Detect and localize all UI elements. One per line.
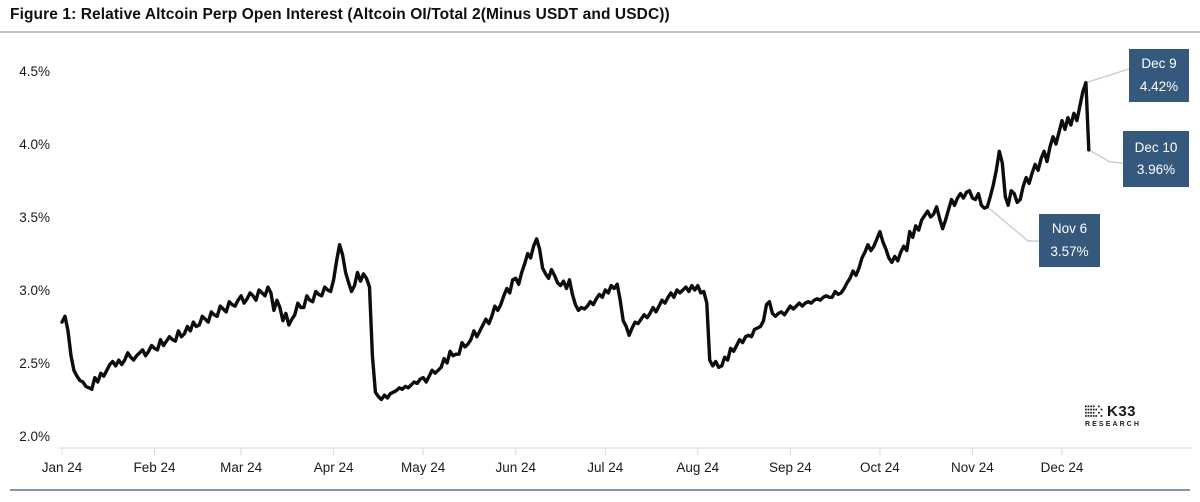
svg-text:4.5%: 4.5%: [19, 64, 50, 79]
svg-text:2.5%: 2.5%: [19, 356, 50, 371]
k33-logo-dots-icon: [1085, 405, 1103, 417]
svg-text:Nov 24: Nov 24: [951, 460, 994, 475]
svg-text:Feb 24: Feb 24: [134, 460, 177, 475]
annotation-date: Nov 6: [1051, 221, 1088, 237]
annotation-callout-nov6: Nov 6 3.57%: [1039, 214, 1100, 267]
svg-text:Mar 24: Mar 24: [220, 460, 263, 475]
svg-text:May 24: May 24: [401, 460, 446, 475]
svg-text:Jan 24: Jan 24: [42, 460, 83, 475]
svg-text:Dec 24: Dec 24: [1041, 460, 1084, 475]
svg-text:4.0%: 4.0%: [19, 137, 50, 152]
brand-name: K33: [1107, 403, 1137, 420]
title-divider: [0, 31, 1200, 33]
altcoin-oi-line-chart: Jan 24 Feb 24 Mar 24 Apr 24 May 24 Jun 24 Jul …: [19, 64, 1192, 475]
svg-text:3.0%: 3.0%: [19, 283, 50, 298]
annotation-value: 3.96%: [1136, 162, 1176, 177]
annotation-value: 3.57%: [1050, 243, 1089, 259]
annotation-callout-dec9: Dec 9 4.42%: [1129, 49, 1189, 102]
svg-text:Jul 24: Jul 24: [587, 460, 624, 475]
figure-title: Figure 1: Relative Altcoin Perp Open Int…: [10, 6, 670, 23]
svg-text:Jun 24: Jun 24: [495, 460, 536, 475]
brand-subtitle: RESEARCH: [1085, 421, 1142, 428]
svg-text:2.0%: 2.0%: [19, 429, 50, 444]
svg-text:Apr 24: Apr 24: [314, 460, 354, 475]
annotation-callout-dec10: Dec 10 3.96%: [1123, 131, 1189, 187]
bottom-divider: [10, 489, 1190, 491]
annotation-date: Dec 9: [1141, 56, 1177, 72]
svg-text:Oct 24: Oct 24: [860, 460, 900, 475]
svg-text:Aug 24: Aug 24: [676, 460, 719, 475]
svg-text:3.5%: 3.5%: [19, 210, 50, 225]
annotation-date: Dec 10: [1134, 139, 1178, 155]
annotation-value: 4.42%: [1139, 78, 1179, 94]
k33-research-logo: K33 RESEARCH: [1085, 403, 1151, 428]
svg-text:Sep 24: Sep 24: [769, 460, 812, 475]
